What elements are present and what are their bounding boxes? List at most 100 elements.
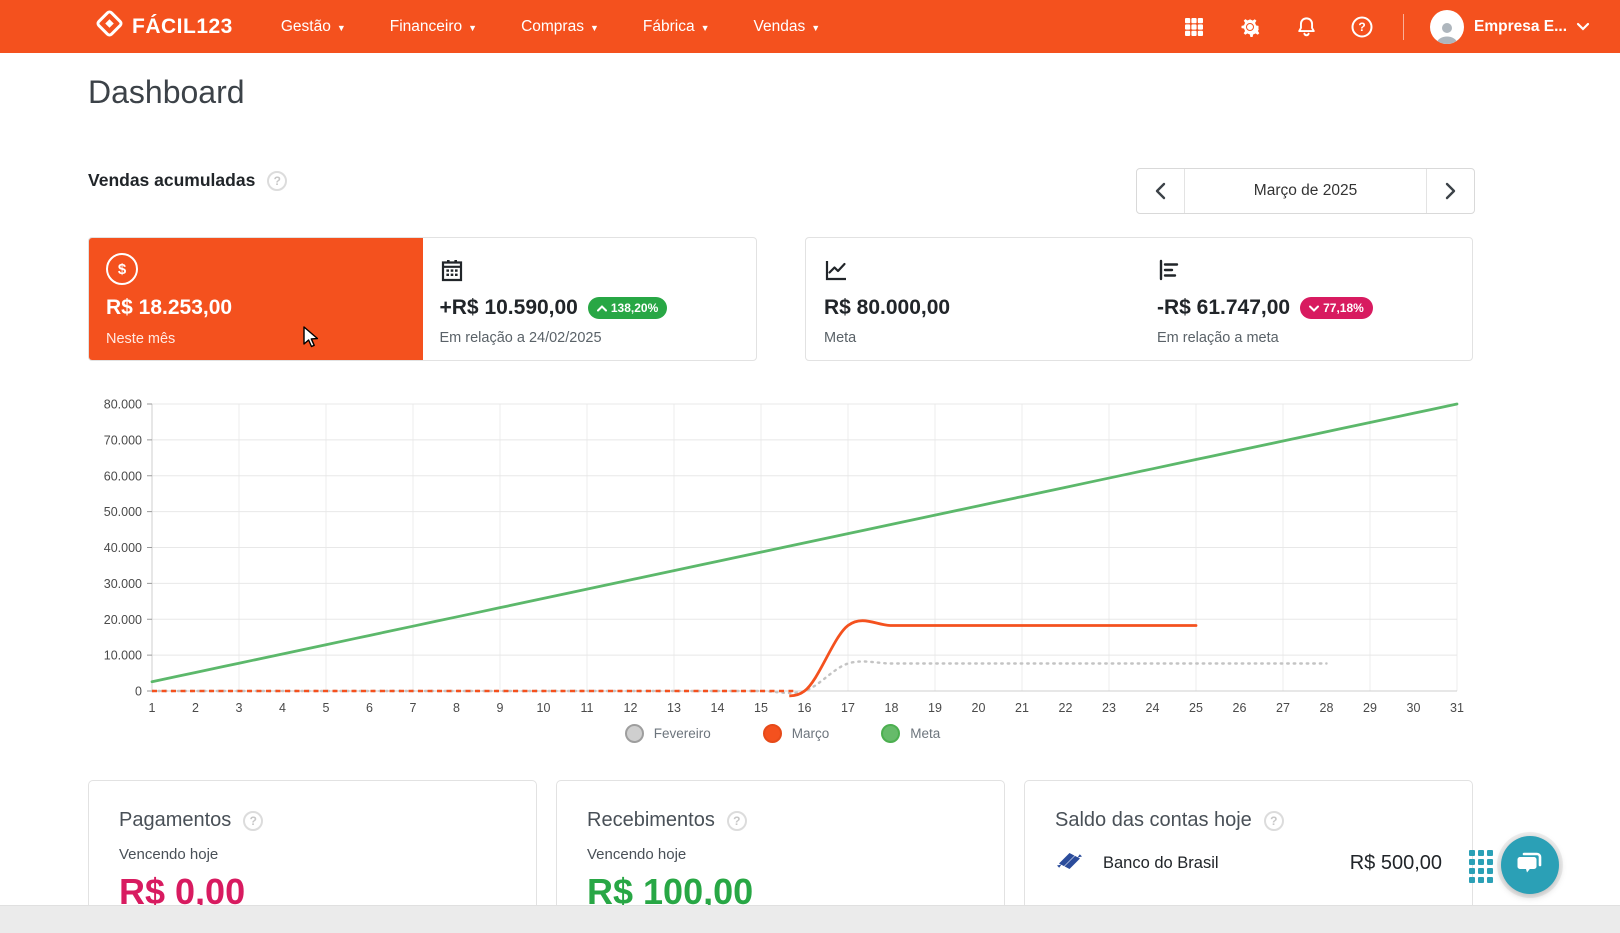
kpi-card-vs-goal[interactable]: -R$ 61.747,00 77,18% Em relação a meta (1139, 238, 1472, 360)
chevron-down-icon (1309, 305, 1320, 312)
kpi-current-value: R$ 18.253,00 (106, 296, 233, 319)
main-menu: Gestão ▼ Financeiro ▼ Compras ▼ Fábrica ▼ Ve… (281, 18, 820, 36)
next-month-button[interactable] (1426, 169, 1474, 213)
dollar-circle-icon: $ (106, 253, 138, 285)
kpi-vs-goal-value: -R$ 61.747,00 (1157, 296, 1291, 319)
svg-text:2: 2 (192, 701, 199, 715)
recebimentos-subtitle: Vencendo hoje (587, 846, 687, 863)
saldo-title: Saldo das contas hoje (1055, 809, 1252, 831)
navbar-right: ? Empresa E... (1179, 9, 1590, 44)
kpi-card-comparison[interactable]: +R$ 10.590,00 138,20% Em relação a 24/02… (422, 238, 757, 360)
legend-dot-icon (624, 724, 644, 743)
svg-text:5: 5 (323, 701, 330, 715)
brand-text: FÁCIL123 (132, 14, 233, 38)
horizontal-scrollbar[interactable] (0, 905, 1620, 933)
legend-item-maro[interactable]: Março (762, 724, 830, 743)
svg-text:18: 18 (885, 701, 899, 715)
svg-text:31: 31 (1450, 701, 1464, 715)
notifications-bell-icon[interactable] (1291, 12, 1321, 42)
svg-text:28: 28 (1320, 701, 1334, 715)
pagamentos-title: Pagamentos (119, 809, 232, 831)
facil123-diamond-icon (96, 10, 123, 43)
brand-logo[interactable]: FÁCIL123 (96, 10, 233, 43)
banco-do-brasil-logo (1055, 848, 1089, 879)
svg-text:19: 19 (928, 701, 942, 715)
svg-text:21: 21 (1015, 701, 1029, 715)
svg-text:7: 7 (410, 701, 417, 715)
page-title: Dashboard (88, 74, 245, 110)
bank-balance: R$ 500,00 (1349, 852, 1442, 874)
kpi-current-label: Neste mês (106, 331, 176, 347)
chat-widget-button[interactable] (1501, 836, 1559, 894)
svg-text:16: 16 (798, 701, 812, 715)
svg-text:6: 6 (366, 701, 373, 715)
legend-item-fevereiro[interactable]: Fevereiro (624, 724, 711, 743)
previous-month-button[interactable] (1137, 169, 1185, 213)
bank-account-row[interactable]: Banco do Brasil R$ 500,00 (1055, 848, 1442, 879)
menu-fabrica[interactable]: Fábrica ▼ (642, 17, 710, 35)
svg-text:24: 24 (1146, 701, 1160, 715)
kpi-goal-label: Meta (824, 330, 857, 346)
bank-name: Banco do Brasil (1103, 854, 1219, 872)
chevron-down-icon (1576, 18, 1590, 36)
top-navbar: FÁCIL123 Gestão ▼ Financeiro ▼ Compras ▼ Fá… (0, 0, 1620, 53)
help-icon[interactable]: ? (1263, 810, 1284, 831)
svg-text:12: 12 (624, 701, 638, 715)
line-chart-icon (824, 254, 1119, 286)
svg-text:22: 22 (1059, 701, 1073, 715)
chat-drag-handle[interactable] (1469, 850, 1493, 884)
svg-text:10.000: 10.000 (104, 649, 142, 663)
sales-section-title: Vendas acumuladas (88, 170, 256, 190)
chart-legend: Fevereiro Março Meta (95, 724, 1470, 743)
kpi-card-current-month[interactable]: $ R$ 18.253,00 Neste mês (89, 238, 423, 360)
svg-text:0: 0 (135, 685, 142, 699)
user-account-menu[interactable]: Empresa E... (1430, 9, 1590, 44)
avatar (1430, 9, 1464, 44)
help-icon[interactable]: ? (243, 810, 264, 831)
kpi-comparison-label: Em relação a 24/02/2025 (439, 330, 602, 346)
svg-text:50.000: 50.000 (104, 505, 142, 519)
svg-text:23: 23 (1102, 701, 1116, 715)
svg-text:20.000: 20.000 (104, 613, 142, 627)
legend-item-meta[interactable]: Meta (881, 724, 940, 743)
svg-text:25: 25 (1189, 701, 1203, 715)
kpi-cards-row: $ R$ 18.253,00 Neste mês +R$ 10.590,00 1… (88, 237, 1473, 361)
menu-financeiro[interactable]: Financeiro ▼ (389, 17, 478, 35)
sales-chart: 0 10.000 20.000 30.000 40.000 50.000 60.000 70.… (95, 390, 1470, 724)
settings-gear-icon[interactable] (1235, 12, 1265, 42)
menu-vendas[interactable]: Vendas ▼ (753, 17, 821, 35)
help-icon[interactable]: ? (726, 810, 747, 831)
help-icon[interactable]: ? (1347, 12, 1377, 42)
svg-text:30: 30 (1407, 701, 1421, 715)
navbar-divider (1403, 13, 1404, 40)
svg-text:14: 14 (711, 701, 725, 715)
kpi-vs-goal-label: Em relação a meta (1157, 330, 1279, 346)
period-label[interactable]: Março de 2025 (1253, 182, 1358, 199)
svg-text:26: 26 (1233, 701, 1247, 715)
legend-dot-icon (881, 724, 901, 743)
svg-text:40.000: 40.000 (104, 541, 142, 555)
menu-gestao[interactable]: Gestão ▼ (280, 17, 346, 35)
apps-grid-icon[interactable] (1179, 12, 1209, 42)
calendar-icon (440, 254, 737, 286)
legend-label: Meta (910, 726, 941, 741)
chevron-down-icon: ▼ (468, 22, 478, 33)
legend-label: Março (791, 726, 830, 741)
user-name: Empresa E... (1474, 17, 1568, 35)
legend-dot-icon (762, 724, 782, 743)
bar-chart-icon (1157, 254, 1452, 286)
chevron-down-icon: ▼ (811, 22, 821, 33)
period-navigator: Março de 2025 (1136, 168, 1475, 214)
menu-compras[interactable]: Compras ▼ (521, 17, 599, 35)
vs-goal-badge: 77,18% (1300, 297, 1373, 319)
help-icon[interactable]: ? (267, 170, 288, 191)
svg-text:?: ? (1358, 20, 1365, 34)
svg-text:13: 13 (667, 701, 681, 715)
svg-text:8: 8 (453, 701, 460, 715)
kpi-card-goal[interactable]: R$ 80.000,00 Meta (806, 238, 1139, 360)
svg-text:80.000: 80.000 (104, 398, 142, 412)
svg-text:1: 1 (149, 701, 156, 715)
svg-text:17: 17 (841, 701, 855, 715)
kpi-comparison-value: +R$ 10.590,00 (439, 296, 578, 319)
svg-text:60.000: 60.000 (104, 469, 142, 483)
